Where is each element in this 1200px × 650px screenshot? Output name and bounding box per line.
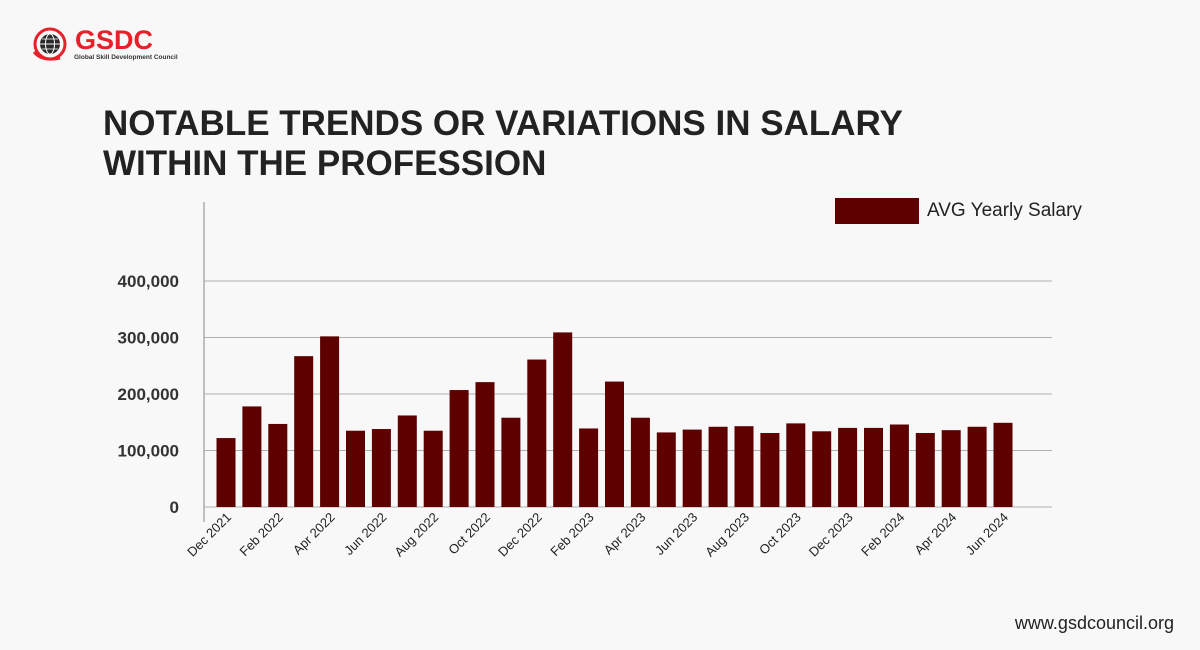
bar — [449, 390, 469, 507]
x-tick-label: Feb 2024 — [858, 510, 907, 559]
footer-url: www.gsdcouncil.org — [1014, 613, 1174, 633]
bar — [838, 427, 858, 507]
x-tick-label: Aug 2023 — [702, 510, 752, 560]
x-tick-label: Oct 2023 — [756, 510, 804, 558]
bar — [915, 432, 935, 507]
x-tick-label: Feb 2022 — [236, 510, 285, 559]
bar — [656, 432, 676, 507]
bar — [889, 424, 909, 507]
chart-title: NOTABLE TRENDS OR VARIATIONS IN SALARY W… — [103, 104, 903, 184]
bar — [527, 359, 547, 507]
chart-title-line-2: WITHIN THE PROFESSION — [103, 144, 547, 183]
y-tick-label: 0 — [170, 498, 179, 517]
x-tick-label: Apr 2023 — [601, 510, 649, 558]
y-tick-label: 200,000 — [118, 385, 179, 404]
bar — [475, 382, 495, 507]
legend-label: AVG Yearly Salary — [927, 200, 1082, 221]
bar — [553, 332, 573, 507]
bar — [501, 417, 521, 507]
bar — [864, 427, 883, 507]
x-tick-label: Feb 2023 — [547, 510, 596, 559]
bar — [423, 430, 443, 507]
y-tick-label: 400,000 — [118, 272, 179, 291]
bar — [630, 417, 650, 507]
bar — [371, 429, 391, 507]
gsdc-logo: GSDC Global Skill Development Council — [30, 22, 180, 66]
legend-swatch — [835, 198, 919, 224]
x-tick-label: Jun 2024 — [963, 510, 1011, 558]
x-tick-label: Apr 2024 — [911, 510, 959, 558]
logo-text: GSDC — [75, 25, 154, 55]
x-tick-label: Dec 2022 — [495, 510, 545, 560]
bar — [216, 438, 236, 507]
bar — [294, 356, 314, 507]
bar — [397, 415, 417, 507]
y-tick-label: 100,000 — [118, 442, 179, 461]
bar — [941, 430, 961, 507]
bar — [320, 336, 340, 507]
bar — [708, 426, 728, 507]
bar — [967, 426, 987, 507]
chart-title-line-1: NOTABLE TRENDS OR VARIATIONS IN SALARY — [103, 104, 903, 143]
bar — [993, 422, 1013, 507]
globe-icon — [32, 27, 67, 61]
x-tick-label: Oct 2022 — [445, 510, 493, 558]
x-tick-label: Dec 2021 — [184, 510, 234, 560]
x-tick-label: Apr 2022 — [290, 510, 338, 558]
logo-subtext: Global Skill Development Council — [74, 54, 178, 61]
x-tick-label: Jun 2022 — [341, 510, 389, 558]
x-tick-label: Aug 2022 — [391, 510, 441, 560]
bar — [734, 426, 754, 507]
bar — [682, 429, 702, 507]
bar — [346, 430, 365, 507]
bar — [605, 381, 624, 507]
bar — [812, 431, 832, 507]
x-tick-label: Dec 2023 — [806, 510, 856, 560]
bar — [268, 423, 288, 507]
y-tick-label: 300,000 — [118, 329, 179, 348]
bar — [786, 423, 806, 507]
x-tick-label: Jun 2023 — [652, 510, 700, 558]
bar — [760, 432, 780, 507]
bar — [579, 428, 599, 507]
bar — [242, 406, 262, 507]
